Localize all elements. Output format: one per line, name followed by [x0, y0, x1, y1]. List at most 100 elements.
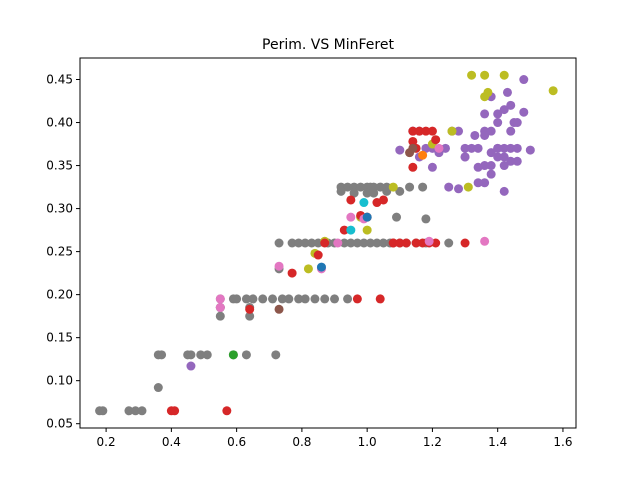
data-point [300, 238, 310, 248]
x-axis: 0.2 0.4 0.6 0.8 1.0 1.2 1.4 1.6 [97, 428, 572, 449]
data-point [362, 212, 372, 222]
y-tick-label: 0.40 [46, 116, 73, 130]
data-point [339, 225, 349, 235]
data-point [284, 294, 294, 304]
data-point [274, 304, 284, 314]
data-point [486, 161, 496, 171]
data-point [346, 238, 356, 248]
data-point [346, 225, 356, 235]
data-point [277, 294, 287, 304]
data-point [486, 148, 496, 158]
data-point [375, 182, 385, 192]
y-tick-label: 0.25 [46, 245, 73, 259]
data-point [343, 294, 353, 304]
series-9 [316, 212, 372, 272]
data-point [418, 182, 428, 192]
data-point [274, 238, 284, 248]
data-point [473, 143, 483, 153]
data-point [330, 294, 340, 304]
data-point [480, 236, 490, 246]
x-tick-label: 0.4 [162, 435, 181, 449]
data-point [349, 188, 359, 198]
data-point [444, 182, 454, 192]
data-point [382, 186, 392, 196]
points-layer [95, 70, 558, 416]
data-point [499, 143, 509, 153]
data-point [401, 238, 411, 248]
data-point [359, 198, 369, 208]
data-point [313, 250, 323, 260]
data-point [395, 186, 405, 196]
data-point [506, 143, 516, 153]
data-point [512, 156, 522, 166]
data-point [483, 87, 493, 97]
plot-frame [79, 57, 577, 429]
data-point [320, 238, 330, 248]
x-tick-label: 1.6 [553, 435, 572, 449]
data-point [395, 238, 405, 248]
data-point [408, 143, 418, 153]
data-point [460, 152, 470, 162]
x-tick-label: 0.2 [97, 435, 116, 449]
data-point [346, 212, 356, 222]
y-tick-label: 0.45 [46, 73, 73, 87]
data-point [245, 304, 255, 314]
data-point [418, 150, 428, 160]
data-point [316, 262, 326, 272]
data-point [424, 236, 434, 246]
data-point [241, 294, 251, 304]
data-point [196, 350, 206, 360]
data-point [343, 182, 353, 192]
data-point [506, 156, 516, 166]
data-point [287, 238, 297, 248]
data-point [444, 238, 454, 248]
data-point [525, 145, 535, 155]
data-point [300, 294, 310, 304]
data-point [512, 143, 522, 153]
data-point [202, 350, 212, 360]
data-point [388, 182, 398, 192]
series-6 [274, 143, 418, 314]
data-point [473, 162, 483, 172]
data-point [359, 238, 369, 248]
y-tick-label: 0.20 [46, 288, 73, 302]
data-point [421, 214, 431, 224]
data-point [395, 145, 405, 155]
data-point [215, 303, 225, 313]
data-point [98, 406, 108, 416]
data-point [245, 311, 255, 321]
series-8 [418, 150, 428, 160]
data-point [222, 406, 232, 416]
data-point [454, 126, 464, 136]
data-point [467, 143, 477, 153]
series-4 [215, 143, 490, 313]
data-point [480, 130, 490, 140]
data-point [427, 162, 437, 172]
chart-title: Perim. VS MinFeret [262, 37, 394, 53]
data-point [124, 406, 134, 416]
data-point [362, 225, 372, 235]
series-1 [186, 75, 535, 371]
data-point [375, 294, 385, 304]
data-point [408, 126, 418, 136]
data-point [473, 178, 483, 188]
y-tick-label: 0.05 [46, 417, 73, 431]
data-point [447, 126, 457, 136]
data-point [320, 294, 330, 304]
data-point [493, 152, 503, 162]
data-point [307, 238, 317, 248]
y-axis: 0.05 0.10 0.15 0.20 0.25 0.30 0.35 0.40 0.45 [46, 73, 80, 431]
data-point [356, 182, 366, 192]
data-point [294, 294, 304, 304]
data-point [405, 182, 415, 192]
y-tick-label: 0.30 [46, 202, 73, 216]
data-point [310, 294, 320, 304]
data-point [421, 126, 431, 136]
data-point [411, 238, 421, 248]
data-point [137, 406, 147, 416]
data-point [440, 143, 450, 153]
y-tick-label: 0.10 [46, 374, 73, 388]
data-point [352, 294, 362, 304]
data-point [506, 100, 516, 110]
data-point [480, 109, 490, 119]
